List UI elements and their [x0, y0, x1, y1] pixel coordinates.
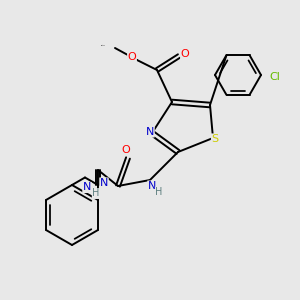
Text: methyl: methyl: [101, 45, 106, 46]
Text: O: O: [122, 145, 130, 155]
Text: H: H: [155, 187, 163, 197]
Text: Cl: Cl: [270, 72, 280, 82]
Text: H: H: [92, 188, 100, 199]
Text: O: O: [181, 49, 189, 59]
Text: O: O: [128, 52, 136, 62]
Text: S: S: [212, 134, 219, 144]
Text: N: N: [148, 181, 156, 191]
Text: N: N: [83, 182, 91, 193]
Text: N: N: [146, 127, 154, 137]
Text: N: N: [100, 178, 108, 188]
